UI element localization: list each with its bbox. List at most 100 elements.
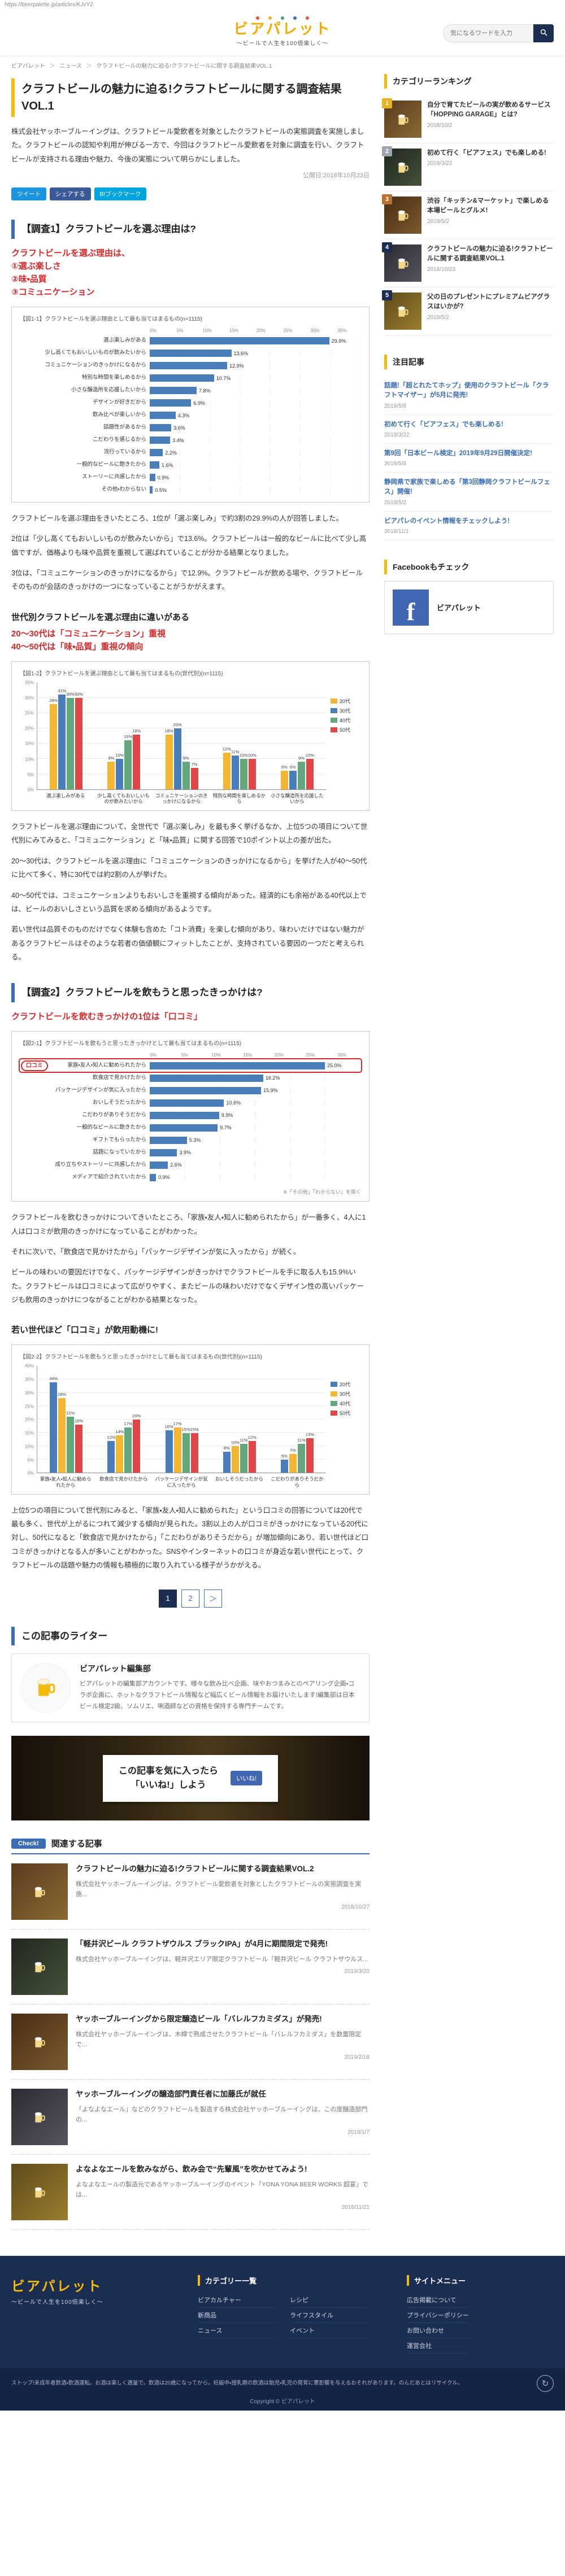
article-title-link[interactable]: 静岡県で家族で楽しめる「第3回静岡クラフトビールフェス」開催! bbox=[384, 479, 550, 496]
survey1-sub-heading: 世代別クラフトビールを選ぶ理由に違いがある bbox=[11, 612, 190, 622]
like-card: この記事を気に入ったら 「いいね!」しよう いいね! bbox=[102, 1754, 279, 1802]
article-excerpt: 「よなよなエール」などのクラフトビールを製造する株式会社ヤッホーブルーイングは、… bbox=[76, 2106, 368, 2124]
chart-plot: 口コミ 家族・友人・知人に勧められたから 25.0% 飲食店で見かけたから 16.2% パ… bbox=[19, 1058, 362, 1184]
bar-value: 2.6% bbox=[170, 1162, 182, 1168]
footer-category-link[interactable]: 新商品 bbox=[198, 2308, 275, 2324]
related-article-item[interactable]: 「軽井沢ビール クラフトザウルス ブラックIPA」が4月に期間限定で発売! 株式会… bbox=[11, 1929, 370, 2005]
bar: 18% bbox=[132, 728, 141, 789]
related-article-item[interactable]: クラフトビールの魅力に迫る!クラフトビールに関する調査結果VOL.2 株式会社ヤッ… bbox=[11, 1854, 370, 1930]
facebook-like-button[interactable]: いいね! bbox=[230, 1771, 263, 1786]
bar-value: 12% bbox=[222, 746, 231, 752]
browser-url-bar[interactable]: https://beerpalette.jp/articles/KJvY2 bbox=[0, 0, 565, 10]
bar: 28% bbox=[49, 698, 58, 789]
ranking-item[interactable]: 5 父の日のプレゼントにプレミアムビアグラスはいかが? 2019/5/2 bbox=[382, 287, 554, 335]
bar: 17% bbox=[173, 1421, 182, 1473]
footer-menu-link[interactable]: 広告掲載について bbox=[407, 2293, 469, 2308]
bar bbox=[150, 337, 329, 345]
bar-value: 9.9% bbox=[221, 1112, 233, 1119]
facebook-page-plugin[interactable]: f ビアパレット bbox=[384, 580, 554, 634]
chart-bar-row: おいしそうだったから 10.6% bbox=[20, 1097, 361, 1109]
bar: 6% bbox=[280, 765, 288, 789]
hatena-bookmark-button[interactable]: B!ブックマーク bbox=[94, 187, 147, 201]
ranking-item[interactable]: 1 自分で育てたビールの実が飲めるサービス「HOPPING GARAGE」とは? 2… bbox=[382, 95, 554, 143]
chart-caption: 【図1-2】クラフトビールを選ぶ理由として最も当てはまるもの(世代別)(n=11… bbox=[20, 670, 223, 677]
bar-value: 1.6% bbox=[162, 462, 173, 468]
article-title-link[interactable]: 話題!「超とれたてホップ」使用のクラフトビール「クラフトマイザー」が5月に発売! bbox=[384, 382, 549, 399]
article-date: 2019/5/2 bbox=[384, 499, 406, 506]
article-title-link[interactable]: クラフトビールの魅力に迫る!クラフトビールに関する調査結果VOL.2 bbox=[76, 1865, 314, 1874]
ranking-item[interactable]: 3 渋谷「キッチン&マーケット」で楽しめる本場ビールとグルメ! 2019/5/2 bbox=[382, 191, 554, 239]
search-input[interactable] bbox=[443, 24, 533, 42]
notable-item[interactable]: 第9回「日本ビール検定」2019年9月29日開催決定! 2019/5/8 bbox=[384, 444, 554, 473]
footer-category-link[interactable]: ライフスタイル bbox=[290, 2308, 367, 2324]
facebook-page-name: ビアパレット bbox=[437, 604, 481, 613]
article-title-link[interactable]: ヤッホーブルーイングから限定醸造ビール「バレルフカミダス」が発売! bbox=[76, 2015, 322, 2024]
footer-menu-link[interactable]: 運営会社 bbox=[407, 2338, 469, 2354]
article-title-link[interactable]: 初めて行く「ビアフェス」でも楽しめる! bbox=[427, 150, 546, 156]
related-article-item[interactable]: ヤッホーブルーイングの醸造部門責任者に加藤氏が就任「よなよなエール」などのクラフ… bbox=[11, 2080, 370, 2155]
bar-value: 3.9% bbox=[179, 1150, 191, 1156]
footer-category-link[interactable]: イベント bbox=[290, 2323, 367, 2339]
bar: 16% bbox=[124, 734, 132, 789]
related-article-item[interactable]: よなよなエールを飲みながら、飲み会で“先輩風”を吹かせてみよう! よなよなエールの… bbox=[11, 2155, 370, 2230]
survey1-sub-paragraph: 40〜50代では、コミュニケーションよりもおいしさを重視する傾向があった。経済的… bbox=[11, 891, 367, 913]
article-title-link[interactable]: 第9回「日本ビール検定」2019年9月29日開催決定! bbox=[384, 449, 532, 457]
ranking-item[interactable]: 4 クラフトビールの魅力に迫る!クラフトビールに関する調査結果VOL.1 2018/… bbox=[382, 239, 554, 287]
footer-category-link[interactable]: レシピ bbox=[290, 2293, 367, 2308]
page-next-button[interactable]: ＞ bbox=[204, 1589, 222, 1608]
breadcrumb-home[interactable]: ビアパレット bbox=[11, 63, 45, 69]
bar-value: 5.3% bbox=[189, 1137, 201, 1143]
chart-axis: 0% 5% 10% 15% 20% 25% 30% bbox=[150, 1053, 346, 1059]
x-label: 小さな醸造所を応援したいから bbox=[271, 792, 324, 805]
article-title-link[interactable]: クラフトビールの魅力に迫る!クラフトビールに関する調査結果VOL.1 bbox=[427, 246, 553, 263]
bar-value: 13.6% bbox=[233, 350, 249, 356]
ranking-item-body: クラフトビールの魅力に迫る!クラフトビールに関する調査結果VOL.1 2018/1… bbox=[427, 244, 554, 282]
article-title-link[interactable]: ヤッホーブルーイングの醸造部門責任者に加藤氏が就任 bbox=[76, 2090, 266, 2099]
footer-category-link[interactable]: ビアカルチャー bbox=[198, 2293, 275, 2308]
axis-tick: 5% bbox=[181, 1053, 188, 1058]
bar: 9% bbox=[107, 756, 115, 789]
legend-label: 20代 bbox=[340, 1382, 351, 1388]
page-button-2[interactable]: 2 bbox=[181, 1589, 199, 1608]
article-title-link[interactable]: 自分で育てたビールの実が飲めるサービス「HOPPING GARAGE」とは? bbox=[427, 102, 551, 119]
footer-logo[interactable]: ビアパレット 〜ビールで人生を100倍楽しく〜 bbox=[11, 2279, 103, 2306]
bar-value: 10% bbox=[115, 752, 124, 758]
chart-axis: 0% 5% 10% 15% 20% 25% 30% 35% bbox=[150, 328, 346, 335]
footer-menu-link[interactable]: お問い合わせ bbox=[407, 2323, 469, 2339]
article-title-link[interactable]: 父の日のプレゼントにプレミアムビアグラスはいかが? bbox=[427, 294, 550, 311]
axis-tick: 0% bbox=[150, 1053, 157, 1058]
axis-tick: 30% bbox=[24, 1390, 34, 1396]
bar-track: 10.6% bbox=[150, 1099, 360, 1107]
bar-label: 流行っているから bbox=[103, 449, 146, 456]
search-button[interactable] bbox=[533, 24, 554, 42]
article-title-link[interactable]: 初めて行く「ビアフェス」でも楽しめる! bbox=[384, 421, 503, 428]
article-title-link[interactable]: 渋谷「キッチン&マーケット」で楽しめる本場ビールとグルメ! bbox=[427, 198, 549, 215]
notable-item[interactable]: 静岡県で家族で楽しめる「第3回静岡クラフトビールフェス」開催! 2019/5/2 bbox=[384, 473, 554, 512]
bar-label: 家族・友人・知人に勧められたから bbox=[67, 1062, 146, 1068]
breadcrumb-news[interactable]: ニュース bbox=[59, 63, 82, 69]
related-article-item[interactable]: ヤッホーブルーイングから限定醸造ビール「バレルフカミダス」が発売! 株式会社ヤッホ… bbox=[11, 2005, 370, 2080]
article-title-link[interactable]: よなよなエールを飲みながら、飲み会で“先輩風”を吹かせてみよう! bbox=[76, 2165, 307, 2174]
article-date: 2019/5/2 bbox=[427, 218, 449, 225]
article-title-link[interactable]: 「軽井沢ビール クラフトザウルス ブラックIPA」が4月に期間限定で発売! bbox=[76, 1940, 328, 1949]
chart-bar-row: ギフトでもらったから 5.3% bbox=[20, 1134, 361, 1146]
footer-category-link[interactable]: ニュース bbox=[198, 2323, 275, 2339]
tweet-button[interactable]: ツイート bbox=[11, 187, 46, 201]
bar-value: 13% bbox=[305, 1432, 314, 1438]
related-articles-list: クラフトビールの魅力に迫る!クラフトビールに関する調査結果VOL.2 株式会社ヤッ… bbox=[11, 1854, 370, 2230]
notable-item[interactable]: 初めて行く「ビアフェス」でも楽しめる! 2019/3/22 bbox=[384, 415, 554, 444]
article-title-link[interactable]: ビアパレのイベント情報をチェックしよう! bbox=[384, 517, 510, 525]
bar: 11% bbox=[297, 1438, 306, 1473]
bar-label: 少し高くてもおいしいものが飲みたいから bbox=[45, 350, 146, 356]
notable-item[interactable]: ビアパレのイベント情報をチェックしよう! 2018/11/1 bbox=[384, 512, 554, 540]
page-button-1[interactable]: 1 bbox=[159, 1589, 177, 1608]
ranking-item[interactable]: 2 初めて行く「ビアフェス」でも楽しめる! 2019/3/22 bbox=[382, 143, 554, 191]
bar: 11% bbox=[231, 749, 239, 789]
bar-track: 16.2% bbox=[150, 1074, 360, 1082]
facebook-share-button[interactable]: シェアする bbox=[50, 187, 91, 201]
site-logo[interactable]: ビアパレット 〜ビールで人生を100倍楽しく〜 bbox=[192, 16, 373, 47]
bar-value: 10% bbox=[239, 752, 248, 758]
related-section-header: Check! 関連する記事 bbox=[11, 1837, 370, 1855]
notable-item[interactable]: 話題!「超とれたてホップ」使用のクラフトビール「クラフトマイザー」が5月に発売!… bbox=[384, 376, 554, 415]
footer-menu-link[interactable]: プライバシーポリシー bbox=[407, 2308, 469, 2324]
